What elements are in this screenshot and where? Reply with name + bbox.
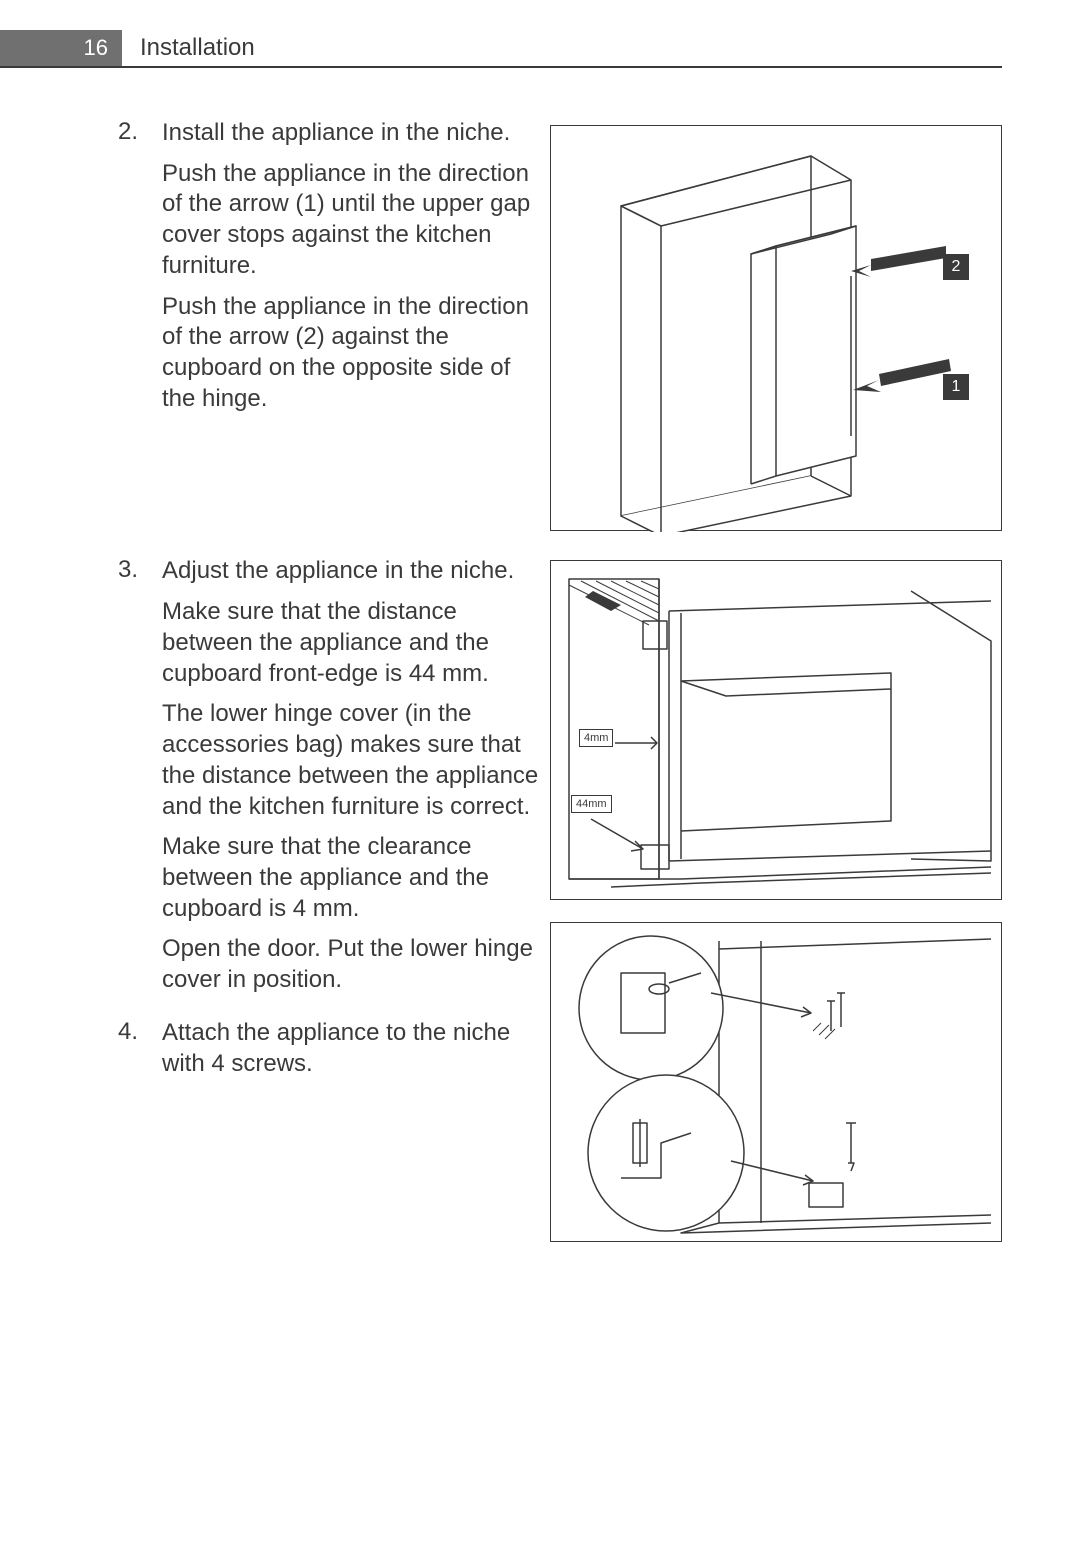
step-text: The lower hinge cover (in the accessorie… [162, 699, 542, 822]
step-text: Install the appliance in the niche. [162, 118, 542, 149]
figure-install-niche: 2 1 [550, 125, 1002, 531]
step-body: Attach the appliance to the niche with 4… [162, 1018, 542, 1089]
callout-marker-2: 2 [943, 254, 969, 280]
diagram-svg [551, 561, 1003, 901]
step-body: Adjust the appliance in the niche. Make … [162, 556, 542, 1005]
step-text: Push the appliance in the direction of t… [162, 292, 542, 415]
figure-attach-screws [550, 922, 1002, 1242]
step-number: 4. [118, 1018, 162, 1089]
figure-adjust-gap: 4mm 44mm [550, 560, 1002, 900]
diagram-svg [551, 126, 1003, 532]
step-number: 3. [118, 556, 162, 1005]
step-number: 2. [118, 118, 162, 424]
page-header: 16 Installation [0, 30, 1002, 68]
step-text: Make sure that the distance between the … [162, 597, 542, 689]
step-text: Push the appliance in the direction of t… [162, 159, 542, 282]
dimension-4mm: 4mm [579, 729, 613, 747]
dimension-44mm: 44mm [571, 795, 612, 813]
callout-marker-1: 1 [943, 374, 969, 400]
step-text: Open the door. Put the lower hinge cover… [162, 934, 542, 995]
section-title: Installation [122, 30, 255, 66]
step-body: Install the appliance in the niche. Push… [162, 118, 542, 424]
page-number: 16 [0, 30, 122, 66]
step-text: Attach the appliance to the niche with 4… [162, 1018, 542, 1079]
step-text: Adjust the appliance in the niche. [162, 556, 542, 587]
step-text: Make sure that the clearance between the… [162, 832, 542, 924]
diagram-svg [551, 923, 1003, 1243]
